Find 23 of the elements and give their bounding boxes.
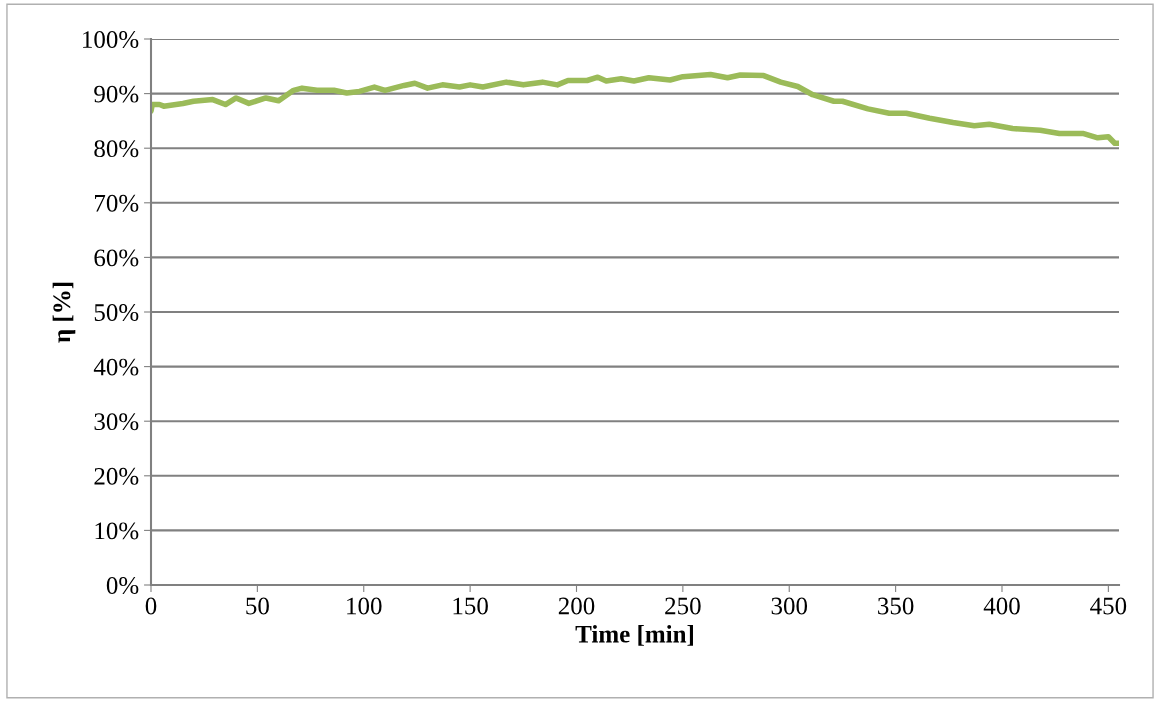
y-tick-label: 50% [94, 304, 139, 321]
x-tick-label: 450 [1090, 597, 1127, 615]
x-tick-label: 150 [453, 597, 488, 615]
y-tick-label: 20% [94, 467, 139, 485]
x-tick-label: 400 [983, 597, 1020, 615]
y-tick-label: 90% [94, 85, 139, 103]
y-tick-label: 40% [93, 358, 139, 376]
x-tick-label: 250 [665, 597, 701, 615]
x-tick-label: 300 [771, 597, 808, 615]
y-tick-label: 100% [83, 31, 139, 48]
y-tick-label: 30% [94, 413, 139, 431]
y-tick-label: 10% [95, 522, 139, 540]
y-tick-label: 70% [95, 194, 139, 212]
x-tick-label: 350 [878, 597, 914, 615]
y-tick-label: 80% [94, 140, 139, 158]
y-axis-title: η [%] [52, 282, 76, 343]
x-tick-label: 50 [246, 597, 269, 615]
x-tick-label: 0 [145, 597, 157, 615]
x-axis-title: Time [min] [575, 625, 693, 646]
x-tick-label: 100 [347, 597, 382, 615]
y-tick-label: 60% [94, 249, 139, 267]
y-tick-label: 0% [106, 577, 139, 594]
x-tick-label: 200 [558, 597, 595, 615]
